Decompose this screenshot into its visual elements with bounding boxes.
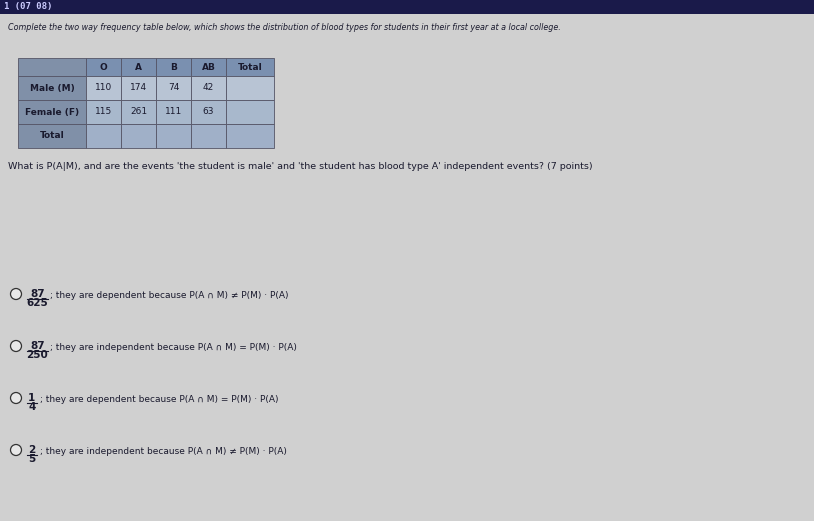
Text: 5: 5 [28,454,35,465]
Text: ; they are dependent because P(A ∩ M) = P(M) · P(A): ; they are dependent because P(A ∩ M) = … [40,394,278,403]
Text: Complete the two way frequency table below, which shows the distribution of bloo: Complete the two way frequency table bel… [8,23,561,32]
Text: 74: 74 [168,83,179,93]
Bar [156,76,191,100]
Text: 250: 250 [26,351,48,361]
Text: B: B [170,63,177,71]
Text: 174: 174 [130,83,147,93]
Text: ; they are independent because P(A ∩ M) = P(M) · P(A): ; they are independent because P(A ∩ M) … [50,342,297,352]
Text: A: A [135,63,142,71]
Bar [86,76,121,100]
Bar [18,100,86,124]
Bar [18,58,86,76]
Text: 1: 1 [28,393,35,403]
Bar [121,58,156,76]
Bar [121,76,156,100]
Text: Male (M): Male (M) [29,83,74,93]
Bar [191,76,226,100]
Bar [226,124,274,148]
Text: O: O [99,63,107,71]
Bar [226,100,274,124]
Circle shape [11,444,21,455]
Bar [226,76,274,100]
Bar [121,124,156,148]
Text: 115: 115 [95,107,112,117]
Text: 261: 261 [130,107,147,117]
Text: 87: 87 [30,341,45,351]
Text: 4: 4 [28,403,36,413]
Circle shape [11,341,21,352]
Bar [156,100,191,124]
Circle shape [11,392,21,403]
Text: ; they are dependent because P(A ∩ M) ≠ P(M) · P(A): ; they are dependent because P(A ∩ M) ≠ … [50,291,289,300]
Text: AB: AB [202,63,216,71]
Bar [191,124,226,148]
Text: What is P(A|M), and are the events 'the student is male' and 'the student has bl: What is P(A|M), and are the events 'the … [8,162,593,171]
Text: 2: 2 [28,445,35,455]
Text: 625: 625 [26,299,48,308]
Bar [18,124,86,148]
Bar [86,58,121,76]
Bar [156,124,191,148]
Bar [86,124,121,148]
Text: 42: 42 [203,83,214,93]
Text: 1 (07 08): 1 (07 08) [4,3,52,11]
Text: ; they are independent because P(A ∩ M) ≠ P(M) · P(A): ; they are independent because P(A ∩ M) … [40,446,287,455]
Text: 110: 110 [95,83,112,93]
Bar [226,58,274,76]
Text: Total: Total [40,131,64,141]
Text: 63: 63 [203,107,214,117]
Bar [121,100,156,124]
Circle shape [11,289,21,300]
Bar [18,76,86,100]
Bar [156,58,191,76]
Text: 111: 111 [165,107,182,117]
Text: 87: 87 [30,289,45,299]
Bar [191,100,226,124]
Bar [0,0,814,14]
Text: Female (F): Female (F) [25,107,79,117]
Bar [86,100,121,124]
Text: Total: Total [238,63,262,71]
Bar [191,58,226,76]
